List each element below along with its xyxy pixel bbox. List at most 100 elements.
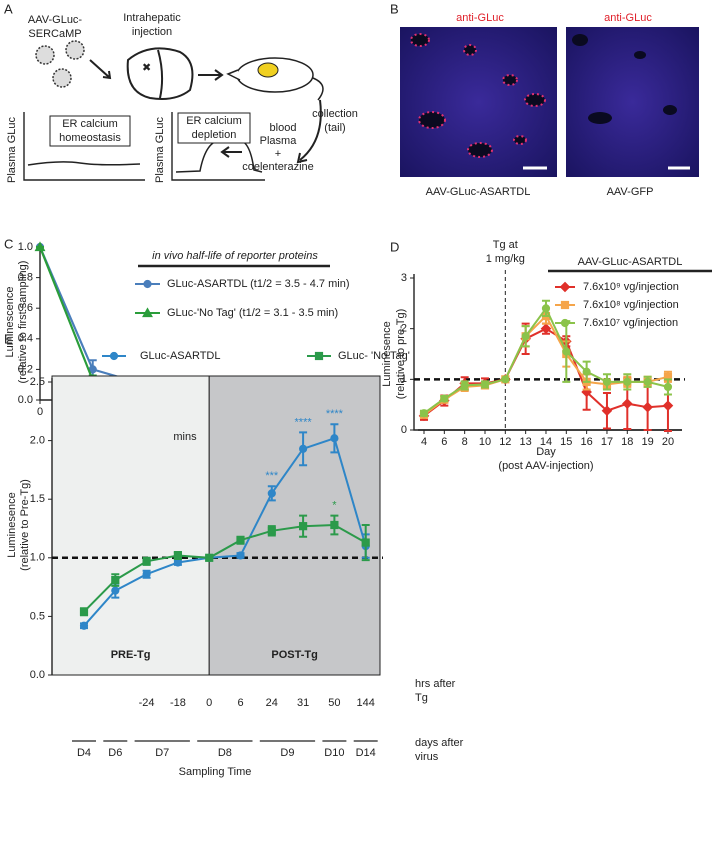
marker [236,536,245,545]
region [208,375,381,676]
marker [267,526,276,535]
x-tick-label: 4 [421,436,427,448]
marker [79,607,89,616]
arrow [296,99,322,164]
box-text: depletion [192,129,237,141]
legend-label: 7.6x10⁷ vg/injection [583,317,678,329]
legend-label: 7.6x10⁹ vg/injection [583,281,679,293]
arrow [89,59,112,80]
marker [560,300,570,310]
assay: coelenterazine [242,161,314,173]
day-label: D14 [356,747,376,759]
marker [480,380,490,389]
event-label: 1 mg/kg [486,253,525,265]
virus-icons [35,40,85,88]
box-text: homeostasis [59,132,121,144]
vessels [410,33,546,158]
x-label: Sampling Time [179,766,252,778]
x-tick-label: 16 [581,436,593,448]
marker [419,409,429,418]
x-label: hrs after [415,678,456,690]
x-tick-label: 50 [328,697,340,709]
panel-a: A AAV-GLuc- SERCaMP Intrahepatic injecti… [4,1,358,183]
y-tick-label: 3 [401,272,407,284]
x-tick-label: 31 [297,697,309,709]
marker [314,351,324,361]
panel-b: B anti-GLuc anti-GLuc AAV-GLuc-ASARTDL A… [390,1,699,198]
legend-label: GLuc-ASARTDL [140,350,221,362]
region-label: POST-Tg [271,649,317,661]
marker [560,318,570,328]
y-tick-label: 2.0 [30,435,45,447]
day-label: D7 [155,747,169,759]
y-tick-label: 0.2 [18,363,33,375]
x-tick-label: -24 [139,697,155,709]
x-label: (post AAV-injection) [498,460,593,472]
x-tick-label: 13 [520,436,532,448]
x-label: Day [536,446,556,458]
y-label: Plasma GLuc [6,116,18,183]
day-label: D4 [77,747,91,759]
trace [27,161,141,166]
marker [361,538,370,547]
y-tick-label: 0.5 [30,610,45,622]
x-tick-label: 19 [642,436,654,448]
legend-label: GLuc-'No Tag' (t1/2 = 3.1 - 3.5 min) [167,307,338,319]
collection: collection [312,108,358,120]
y-tick-label: 0.6 [18,302,33,314]
marker [299,444,308,453]
marker [111,575,120,585]
assay: + [275,148,281,160]
injection-mark: ✖ [142,62,151,74]
y-label: Luminescence [4,287,16,358]
chart-title: AAV-GLuc-ASARTDL [578,256,683,268]
marker [460,381,469,390]
x-tick-label: 6 [237,697,243,709]
x-label: virus [415,751,439,763]
x-tick-label: 12 [499,436,511,448]
collection: (tail) [324,122,345,134]
marker [559,281,571,293]
significance: *** [265,470,279,482]
stain-label: anti-GLuc [604,12,652,24]
x-label: Tg [415,692,428,704]
marker [173,551,183,560]
x-tick-label: 24 [266,697,278,709]
y-label: Luminesence [381,321,393,386]
caption: AAV-GLuc-ASARTDL [426,186,531,198]
construct: SERCaMP [28,28,81,40]
x-tick-label: 20 [662,436,674,448]
marker [142,307,153,318]
y-tick-label: 0.0 [18,394,33,406]
arrow [220,146,242,158]
region [51,375,210,676]
marker [330,520,339,530]
y-label: (relative to Pre-Tg) [19,479,31,571]
legend-label: GLuc-ASARTDL (t1/2 = 3.5 - 4.7 min) [167,278,350,290]
y-tick-label: 2.5 [30,376,45,388]
marker [540,323,552,334]
day-label: D8 [218,747,232,759]
y-tick-label: 0 [401,424,407,436]
panel-label: C [4,236,13,251]
x-tick-label: -18 [170,697,186,709]
marker [205,553,214,562]
y-label: (relative to first sampling) [17,261,29,384]
caption: AAV-GFP [607,186,654,198]
marker [79,621,89,630]
marker [330,434,339,443]
axes [23,112,145,181]
x-tick-label: 14 [540,436,552,448]
marker [236,551,245,560]
label-box [49,115,131,147]
y-tick-label: 2 [401,323,407,335]
significance: **** [326,408,344,420]
x-tick-label: 10 [479,436,491,448]
x-label: mins [173,431,197,443]
legend-label: 7.6x10⁸ vg/injection [583,299,679,311]
y-tick-label: 0.4 [18,333,33,345]
significance: **** [295,416,313,428]
marker [582,367,591,376]
x-label: days after [415,737,464,749]
y-tick-label: 0.8 [18,272,33,284]
